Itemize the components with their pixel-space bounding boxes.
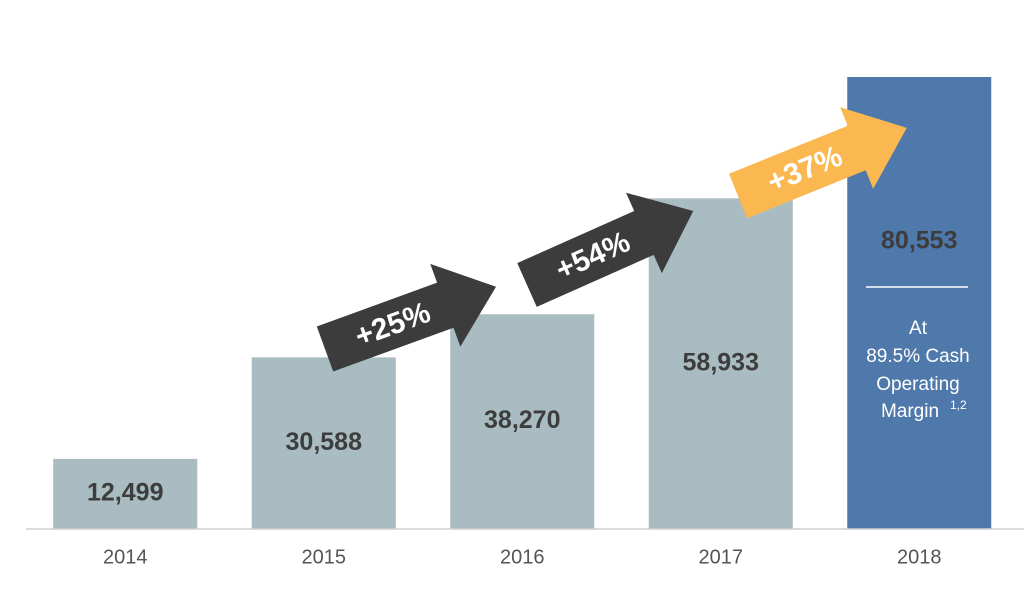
value-label: 58,933 <box>683 348 759 376</box>
arrows: +25%+54%+37% <box>316 107 907 372</box>
value-label: 30,588 <box>286 428 363 456</box>
x-tick-label: 2014 <box>103 546 148 568</box>
bar <box>53 458 198 529</box>
note-superscript: 1,2 <box>950 398 967 412</box>
x-tick-label: 2015 <box>302 546 347 568</box>
bar <box>251 357 396 529</box>
value-label: 38,270 <box>484 406 560 434</box>
bar <box>450 314 595 529</box>
note-line: At <box>909 318 928 339</box>
x-tick-label: 2018 <box>897 546 942 568</box>
arrow-shape <box>729 107 907 219</box>
value-label: 12,499 <box>87 479 163 507</box>
note-line: Margin <box>881 401 939 422</box>
note-line: Operating <box>876 374 959 395</box>
note: At 89.5% Cash Operating Margin 1,2 <box>866 318 970 422</box>
arrow-shape <box>517 192 694 307</box>
arrow-shape <box>316 263 497 372</box>
x-tick-label: 2016 <box>500 546 545 568</box>
bars <box>53 77 992 530</box>
x-tick-label: 2017 <box>699 546 744 568</box>
bar <box>648 198 793 530</box>
value-label: 80,553 <box>881 227 957 255</box>
note-line: 89.5% Cash <box>866 346 970 367</box>
